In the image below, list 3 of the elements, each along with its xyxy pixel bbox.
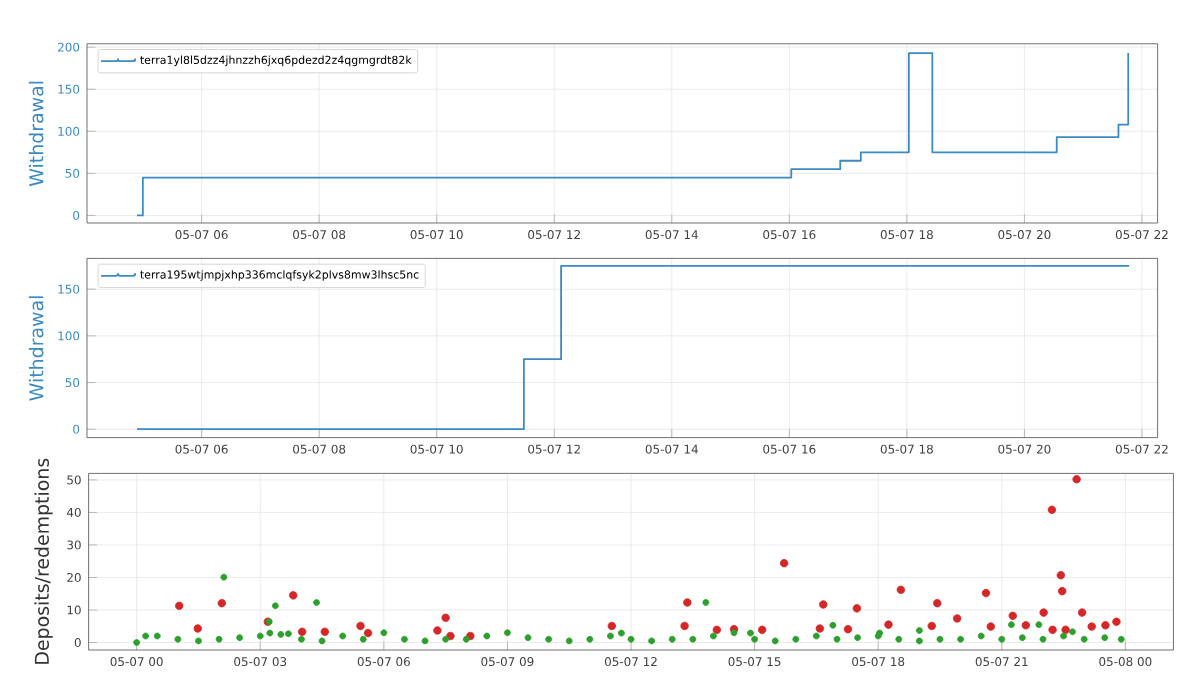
y-axis-title: Withdrawal (28, 296, 44, 401)
y-axis-title: Withdrawal (28, 81, 44, 187)
y-axis-title: Deposits/redemptions (34, 458, 53, 664)
